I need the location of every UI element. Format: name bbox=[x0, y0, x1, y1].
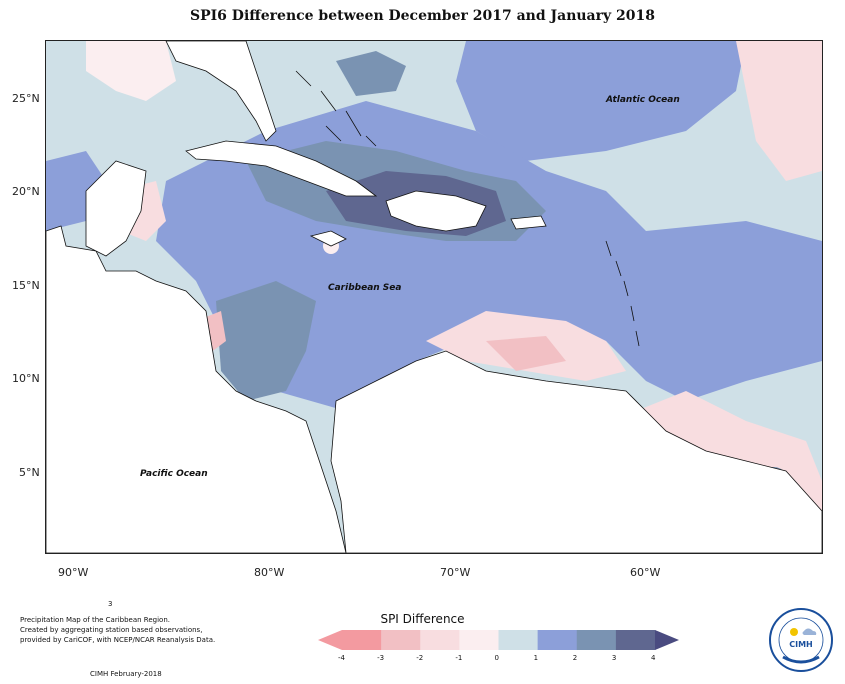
land-hispaniola bbox=[385, 190, 487, 232]
land-cuba bbox=[185, 140, 378, 197]
colorbar-cell bbox=[615, 630, 656, 650]
colorbar-tick-label: 2 bbox=[572, 654, 578, 662]
credit-line-3: provided by CariCOF, with NCEP/NCAR Rean… bbox=[20, 636, 216, 644]
colorbar-tick-label: 1 bbox=[533, 654, 539, 662]
label-pacific-ocean: Pacific Ocean bbox=[140, 469, 208, 479]
lon-label-80w: 80°W bbox=[254, 566, 285, 579]
label-atlantic-ocean: Atlantic Ocean bbox=[606, 95, 680, 105]
credit-marker: 3 bbox=[108, 600, 113, 608]
map-area: Atlantic Ocean Caribbean Sea Pacific Oce… bbox=[45, 40, 823, 554]
colorbar-cell bbox=[420, 630, 460, 650]
sun-icon bbox=[790, 628, 798, 636]
island-chain-bahamas bbox=[295, 70, 377, 147]
land-south-america bbox=[330, 350, 822, 553]
credit-text: Precipitation Map of the Caribbean Regio… bbox=[20, 615, 250, 645]
lon-label-90w: 90°W bbox=[58, 566, 89, 579]
lat-label-25n: 25°N bbox=[12, 92, 40, 105]
colorbar-tick-label: -4 bbox=[338, 654, 345, 662]
spi-zone-pink-northeast bbox=[736, 41, 822, 181]
land-yucatan bbox=[85, 160, 147, 257]
colorbar-tick-label: 3 bbox=[611, 654, 617, 662]
spi-zone-pink-venezuela bbox=[486, 336, 566, 371]
colorbar-cell bbox=[459, 630, 499, 650]
spi-difference-map bbox=[46, 41, 822, 553]
small-islands bbox=[295, 70, 640, 347]
credit-line-2: Created by aggregating station based obs… bbox=[20, 626, 203, 634]
land-florida bbox=[165, 41, 277, 142]
lon-label-70w: 70°W bbox=[440, 566, 471, 579]
land-central-america bbox=[46, 225, 347, 553]
spi-zone-blue-north bbox=[456, 41, 746, 161]
credit-footer: CIMH February-2018 bbox=[90, 670, 162, 678]
colorbar-arrow-right bbox=[655, 630, 679, 650]
lat-label-20n: 20°N bbox=[12, 185, 40, 198]
colorbar-tick-label: -3 bbox=[377, 654, 385, 662]
colorbar-tick-label: -1 bbox=[455, 654, 463, 662]
colorbar-arrow-left bbox=[318, 630, 342, 650]
land-outlines bbox=[46, 41, 822, 553]
land-jamaica bbox=[309, 230, 347, 247]
map-title: SPI6 Difference between December 2017 an… bbox=[190, 8, 655, 24]
credit-line-1: Precipitation Map of the Caribbean Regio… bbox=[20, 616, 170, 624]
colorbar-tick-label: 4 bbox=[651, 654, 656, 662]
colorbar-tick-label: 0 bbox=[494, 654, 499, 662]
cimh-logo: CIMH bbox=[769, 608, 833, 672]
colorbar-cell bbox=[537, 630, 578, 650]
cloud-icon bbox=[802, 628, 817, 635]
lat-label-15n: 15°N bbox=[12, 279, 40, 292]
colorbar-cell bbox=[342, 630, 382, 650]
lat-label-10n: 10°N bbox=[12, 372, 40, 385]
logo-wave bbox=[782, 655, 820, 664]
label-caribbean-sea: Caribbean Sea bbox=[328, 283, 402, 293]
lat-label-5n: 5°N bbox=[19, 466, 40, 479]
logo-text: CIMH bbox=[789, 640, 813, 649]
colorbar-cell bbox=[576, 630, 617, 650]
spi-zone-pink-florida bbox=[86, 41, 176, 101]
colorbar-tick-label: -2 bbox=[416, 654, 424, 662]
spi-zone-steel-west bbox=[216, 281, 316, 401]
legend-title: SPI Difference bbox=[380, 612, 465, 626]
island-chain-lesser-antilles bbox=[605, 240, 640, 347]
colorbar-cell bbox=[498, 630, 539, 650]
lon-label-60w: 60°W bbox=[630, 566, 661, 579]
colorbar-cell bbox=[381, 630, 421, 650]
land-puerto-rico bbox=[510, 215, 547, 230]
spi-zone-steel-north bbox=[336, 51, 406, 96]
